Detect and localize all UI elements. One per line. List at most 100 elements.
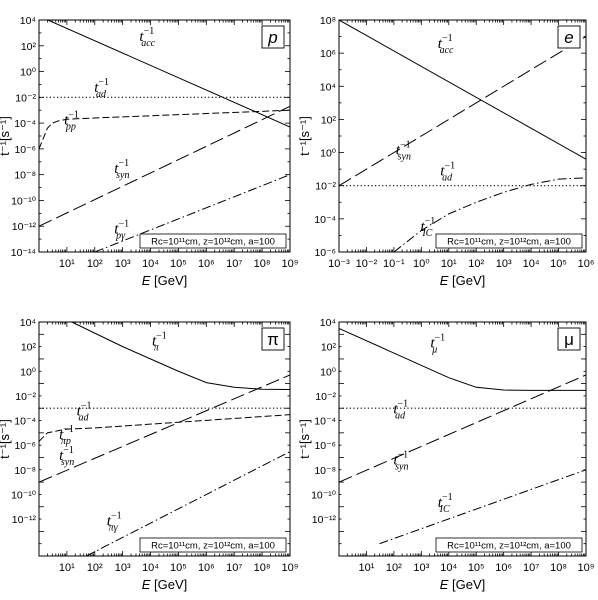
series-line-t-acc-1: [46, 20, 290, 128]
x-tick-label: 10⁶: [198, 258, 215, 270]
series-line-t-acc-1: [339, 20, 586, 160]
curve-label: t−1 syn: [59, 445, 74, 468]
y-axis-title: t⁻¹[s⁻¹]: [0, 419, 12, 459]
curve-label: t−1 ad: [94, 77, 109, 100]
x-axis-title: E [GeV]: [142, 577, 188, 592]
series-line-t-syn-1: [339, 374, 586, 483]
y-tick-label: 10⁴: [320, 81, 336, 93]
y-tick-label: 10⁻⁴: [314, 214, 336, 226]
y-axis-title: t⁻¹[s⁻¹]: [297, 116, 312, 156]
info-box-text: Rc=10¹¹cm, z=10¹²cm, a=100: [151, 541, 275, 552]
panel-label-box: [261, 327, 285, 351]
curve-label: t−1 IC: [421, 216, 436, 239]
y-tick-label: 10⁻⁶: [14, 144, 36, 156]
series-line-t-IC-1: [379, 469, 586, 545]
series-line-t-p-1: [39, 414, 290, 442]
x-tick-label: 10⁸: [254, 258, 271, 270]
y-tick-label: 10⁻⁸: [14, 465, 36, 477]
y-tick-label: 10⁶: [320, 48, 336, 60]
info-box: [435, 233, 583, 249]
y-tick-label: 10⁻⁶: [314, 440, 336, 452]
y-tick-label: 10⁻⁸: [314, 465, 336, 477]
curve-label: t−1 π: [152, 330, 167, 353]
y-tick-label: 10⁻⁴: [314, 416, 336, 428]
curve-label: t−1 pp: [64, 109, 79, 132]
x-tick-label: 10⁷: [523, 562, 539, 574]
x-tick-label: 10⁹: [282, 258, 299, 270]
plot-frame: [38, 19, 291, 253]
y-tick-label: 10⁻⁸: [14, 170, 36, 182]
y-tick-label: 10⁻¹⁰: [11, 195, 36, 207]
x-tick-label: 10⁵: [170, 562, 187, 574]
x-tick-label: 10²: [87, 562, 103, 574]
x-tick-label: 10⁸: [550, 562, 567, 574]
y-tick-label: 10⁴: [20, 15, 36, 27]
y-tick-label: 10⁻¹²: [12, 514, 37, 526]
curve-label: t−1 acc: [139, 26, 155, 49]
y-tick-label: 10⁰: [20, 67, 36, 79]
y-tick-label: 10⁻²: [15, 391, 36, 403]
curve-label: t−1 ad: [77, 401, 92, 424]
x-tick-label: 10⁵: [468, 562, 485, 574]
x-tick-label: 10⁹: [282, 562, 299, 574]
y-tick-label: 10²: [321, 342, 337, 354]
x-tick-label: 10²: [87, 258, 103, 270]
x-tick-label: 10³: [496, 258, 512, 270]
x-tick-label: 10⁷: [226, 562, 242, 574]
panel-label: p: [267, 28, 277, 47]
curve-label: t−1 syn: [393, 450, 408, 473]
y-tick-label: 10⁻⁴: [14, 416, 36, 428]
y-tick-label: 10⁻¹⁴: [11, 247, 36, 259]
x-axis-title: E [GeV]: [440, 577, 486, 592]
x-tick-label: 10⁶: [198, 562, 215, 574]
x-axis-title: E [GeV]: [440, 273, 486, 288]
y-tick-label: 10²: [321, 114, 337, 126]
y-tick-label: 10⁰: [20, 366, 36, 378]
x-tick-label: 10⁴: [523, 258, 540, 270]
panel-label-box: [557, 25, 581, 49]
y-tick-label: 10⁴: [20, 317, 36, 329]
x-tick-label: 10¹: [59, 562, 75, 574]
info-box: [435, 537, 583, 553]
y-tick-label: 10⁴: [320, 317, 336, 329]
curve-label: t−1 syn: [114, 158, 129, 181]
y-tick-label: 10⁻²: [15, 92, 36, 104]
panel-label: e: [564, 28, 573, 47]
x-tick-label: 10⁻²: [356, 258, 378, 270]
y-tick-label: 10⁻¹⁰: [11, 489, 36, 501]
curve-label: t−1 ad: [440, 160, 455, 183]
y-tick-label: 10²: [21, 342, 37, 354]
y-tick-label: 10⁻¹⁰: [311, 489, 336, 501]
x-tick-label: 10⁵: [170, 258, 187, 270]
x-tick-label: 10⁶: [495, 562, 512, 574]
y-tick-label: 10⁻¹²: [12, 221, 37, 233]
x-tick-label: 10²: [468, 258, 484, 270]
info-box: [139, 537, 287, 553]
series-line-t-1: [339, 327, 586, 391]
curve-label: t−1 acc: [438, 33, 454, 56]
x-tick-label: 10⁷: [226, 258, 242, 270]
curve-label: t−1 πγ: [107, 511, 122, 534]
plot-frame: [338, 321, 587, 557]
x-tick-label: 10⁴: [142, 562, 159, 574]
y-tick-label: 10⁻²: [315, 181, 336, 193]
x-tick-label: 10¹: [358, 562, 374, 574]
x-tick-label: 10⁶: [578, 258, 595, 270]
x-tick-label: 10³: [413, 562, 429, 574]
x-tick-label: 10⁰: [413, 258, 430, 270]
x-tick-label: 10³: [115, 258, 131, 270]
y-tick-label: 10⁻¹²: [312, 514, 337, 526]
curve-label: t−1 μ: [430, 333, 445, 356]
y-tick-label: 10⁻⁴: [14, 118, 36, 130]
curve-label: t−1 πp: [59, 424, 74, 447]
series-line-t-pp-1: [39, 109, 290, 150]
x-tick-label: 10⁴: [440, 562, 457, 574]
x-axis-title: E [GeV]: [142, 273, 188, 288]
x-tick-label: 10³: [115, 562, 131, 574]
x-tick-label: 10⁸: [254, 562, 271, 574]
panel-2: 10¹ 10² 10³ 10⁴ 10⁵ 10⁶ 10⁷ 10⁸ 10⁹ 10⁻¹² 10⁻¹⁰ 10⁻…: [0, 317, 298, 592]
x-tick-label: 10¹: [441, 258, 457, 270]
y-tick-label: 10⁻⁶: [314, 247, 336, 259]
info-box: [139, 233, 287, 249]
